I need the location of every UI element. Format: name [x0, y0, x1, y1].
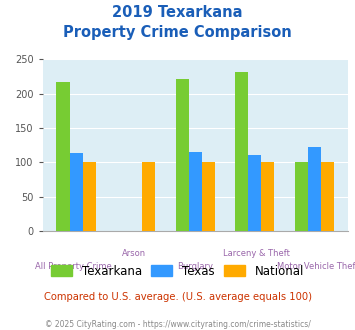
Text: Property Crime Comparison: Property Crime Comparison	[63, 25, 292, 40]
Bar	[142, 162, 155, 231]
Bar	[321, 162, 334, 231]
Bar	[189, 152, 202, 231]
Bar	[202, 162, 215, 231]
Bar	[83, 162, 96, 231]
Bar	[176, 79, 189, 231]
Legend: Texarkana, Texas, National: Texarkana, Texas, National	[46, 260, 309, 282]
Text: Larceny & Theft: Larceny & Theft	[223, 249, 290, 258]
Text: © 2025 CityRating.com - https://www.cityrating.com/crime-statistics/: © 2025 CityRating.com - https://www.city…	[45, 320, 310, 329]
Bar	[295, 162, 308, 231]
Text: Burglary: Burglary	[177, 262, 213, 271]
Text: Compared to U.S. average. (U.S. average equals 100): Compared to U.S. average. (U.S. average …	[44, 292, 311, 302]
Bar	[70, 153, 83, 231]
Bar	[235, 72, 248, 231]
Text: Motor Vehicle Theft: Motor Vehicle Theft	[277, 262, 355, 271]
Bar	[248, 155, 261, 231]
Text: 2019 Texarkana: 2019 Texarkana	[112, 5, 243, 20]
Bar	[308, 147, 321, 231]
Text: All Property Crime: All Property Crime	[35, 262, 111, 271]
Text: Arson: Arson	[122, 249, 146, 258]
Bar	[261, 162, 274, 231]
Bar	[56, 82, 70, 231]
